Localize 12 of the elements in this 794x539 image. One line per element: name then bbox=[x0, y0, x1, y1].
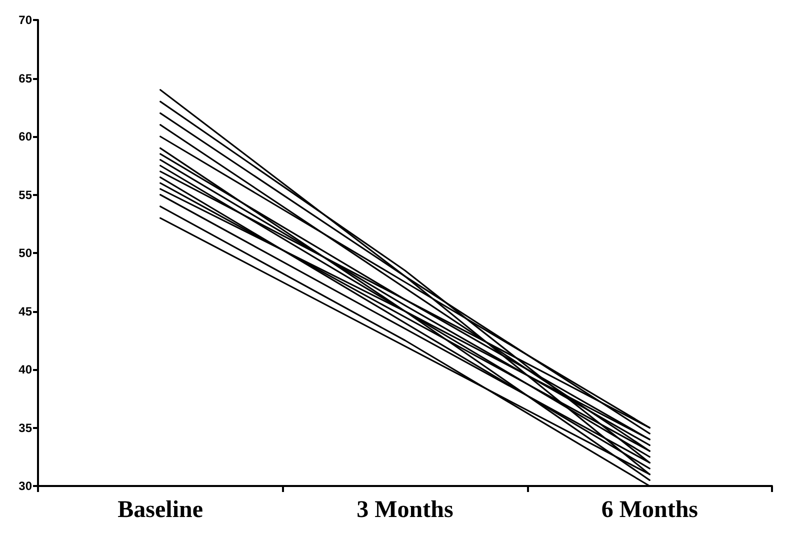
y-tick-label: 30 bbox=[18, 479, 32, 493]
y-tick-label: 50 bbox=[18, 246, 32, 260]
y-tick-label: 35 bbox=[18, 420, 32, 435]
y-tick-label: 55 bbox=[18, 188, 32, 202]
y-tick-label: 45 bbox=[18, 304, 32, 318]
y-tick-label: 65 bbox=[18, 71, 32, 86]
x-tick-label: 6 Months bbox=[601, 497, 698, 523]
x-tick-label: Baseline bbox=[118, 497, 204, 523]
y-tick-label: 70 bbox=[18, 13, 32, 27]
y-tick-label: 40 bbox=[18, 362, 32, 376]
y-tick-label: 60 bbox=[18, 130, 32, 144]
x-tick-label: 3 Months bbox=[356, 497, 454, 523]
